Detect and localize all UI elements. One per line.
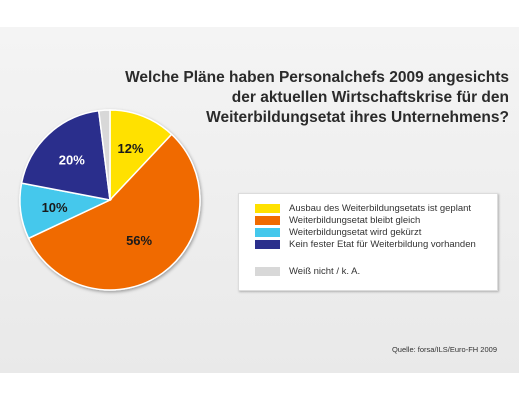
pie-slice-weiss-nicht (97, 109, 111, 201)
chart-title: Welche Pläne haben Personalchefs 2009 an… (89, 68, 509, 128)
legend-swatch-gekuerzt (255, 227, 280, 237)
legend-label-ausbau: Ausbau des Weiterbildungsetats ist gepla… (289, 202, 472, 214)
pie-label-gekuerzt: 10% (42, 200, 68, 215)
legend-label-gleich: Weiterbildungsetat bleibt gleich (289, 214, 421, 226)
pie-slice-ausbau (109, 109, 173, 202)
legend-item-ausbau: Ausbau des Weiterbildungsetats ist gepla… (255, 202, 471, 214)
legend: Ausbau des Weiterbildungsetats ist gepla… (238, 193, 498, 291)
legend-swatch-kein-etat (255, 239, 280, 249)
source-note: Quelle: forsa/ILS/Euro-FH 2009 (391, 345, 497, 354)
legend-item-gleich: Weiterbildungsetat bleibt gleich (255, 214, 420, 226)
chart-title-line-1: Welche Pläne haben Personalchefs 2009 an… (125, 69, 509, 86)
legend-swatch-gleich (255, 215, 280, 225)
legend-item-gekuerzt: Weiterbildungsetat wird gekürzt (255, 226, 421, 238)
chart-title-line-2: der aktuellen Wirtschaftskrise für den (231, 89, 509, 106)
legend-item-kein-etat: Kein fester Etat für Weiterbildung vorha… (255, 238, 476, 250)
legend-item-weiss-nicht: Weiß nicht / k. A. (255, 265, 360, 277)
pie-slice-kein-etat (20, 109, 111, 201)
legend-label-kein-etat: Kein fester Etat für Weiterbildung vorha… (289, 238, 476, 250)
pie-label-ausbau: 12% (117, 141, 143, 156)
legend-label-weiss-nicht: Weiß nicht / k. A. (289, 265, 361, 277)
pie-label-kein-etat: 20% (59, 152, 85, 167)
legend-swatch-ausbau (255, 203, 280, 213)
legend-label-gekuerzt: Weiterbildungsetat wird gekürzt (289, 226, 422, 238)
legend-swatch-weiss-nicht (255, 266, 280, 276)
chart-title-line-3: Weiterbildungsetat ihres Unternehmens? (206, 109, 509, 126)
pie-slice-gleich (27, 133, 201, 291)
pie-label-gleich: 56% (126, 233, 152, 248)
